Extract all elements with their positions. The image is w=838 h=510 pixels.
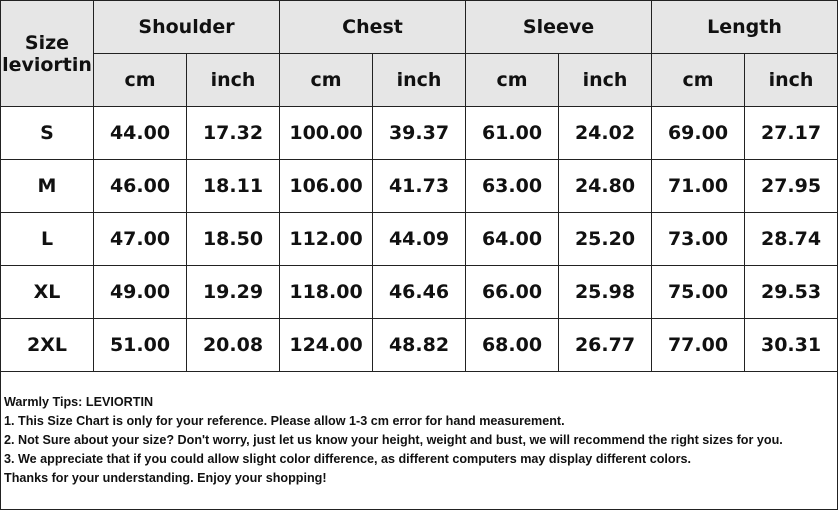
data-row: 2XL 51.00 20.08 124.00 48.82 68.00 26.77 77.00 3…: [0, 318, 838, 372]
unit-header: inch: [372, 53, 467, 107]
value-cell: 49.00: [93, 265, 187, 319]
size-header-text: leviortin: [2, 53, 92, 76]
value-cell: 77.00: [651, 318, 746, 372]
value-cell: 26.77: [558, 318, 653, 372]
value-cell: 106.00: [279, 159, 374, 213]
value-cell: 71.00: [651, 159, 746, 213]
data-row: S 44.00 17.32 100.00 39.37 61.00 24.02 69.00 27.…: [0, 106, 838, 160]
group-header: Shoulder: [92, 0, 281, 54]
data-row: L 47.00 18.50 112.00 44.09 64.00 25.20 73.00 28.…: [0, 212, 838, 266]
value-cell: 28.74: [744, 212, 838, 266]
value-cell: 100.00: [279, 106, 374, 160]
value-cell: 61.00: [465, 106, 560, 160]
value-cell: 112.00: [279, 212, 374, 266]
value-cell: 47.00: [93, 212, 187, 266]
value-cell: 124.00: [279, 318, 374, 372]
value-cell: 30.31: [744, 318, 838, 372]
note-line: Warmly Tips: LEVIORTIN: [4, 395, 154, 409]
unit-header: cm: [93, 53, 187, 107]
value-cell: 73.00: [651, 212, 746, 266]
value-cell: 18.11: [185, 159, 281, 213]
value-cell: 27.95: [744, 159, 838, 213]
unit-header: inch: [558, 53, 653, 107]
group-header: Chest: [279, 0, 467, 54]
unit-header: cm: [465, 53, 560, 107]
data-row: M 46.00 18.11 106.00 41.73 63.00 24.80 71.00 27.…: [0, 159, 838, 213]
value-cell: 63.00: [465, 159, 560, 213]
unit-header: cm: [279, 53, 374, 107]
value-cell: 44.00: [93, 106, 187, 160]
notes: Warmly Tips: LEVIORTIN 1. This Size Chart…: [0, 371, 838, 510]
value-cell: 24.02: [558, 106, 653, 160]
value-cell: 25.20: [558, 212, 653, 266]
unit-row: cm inch cm inch cm inch cm inch: [1, 53, 838, 107]
value-cell: 18.50: [185, 212, 281, 266]
size-cell: L: [0, 212, 94, 266]
value-cell: 44.09: [372, 212, 467, 266]
value-cell: 48.82: [372, 318, 467, 372]
header-row: Size leviortin Shoulder Chest Sleeve Length: [0, 0, 838, 107]
value-cell: 69.00: [651, 106, 746, 160]
value-cell: 29.53: [744, 265, 838, 319]
note-line: 3. We appreciate that if you could allow…: [4, 452, 691, 466]
size-table: Size leviortin Shoulder Chest Sleeve Length cm…: [0, 0, 838, 372]
data-row: XL 49.00 19.29 118.00 46.46 66.00 25.98 75.00 29…: [0, 265, 838, 319]
value-cell: 46.00: [93, 159, 187, 213]
value-cell: 39.37: [372, 106, 467, 160]
value-cell: 64.00: [465, 212, 560, 266]
unit-header: inch: [744, 53, 838, 107]
note-line: 1. This Size Chart is only for your refe…: [4, 414, 565, 428]
value-cell: 24.80: [558, 159, 653, 213]
group-header: Length: [651, 0, 838, 54]
value-cell: 68.00: [465, 318, 560, 372]
unit-header: inch: [185, 53, 281, 107]
value-cell: 20.08: [185, 318, 281, 372]
size-header-text: Size: [24, 31, 70, 54]
size-cell: S: [0, 106, 94, 160]
value-cell: 41.73: [372, 159, 467, 213]
size-cell: M: [0, 159, 94, 213]
note-line: Thanks for your understanding. Enjoy you…: [4, 471, 327, 485]
value-cell: 118.00: [279, 265, 374, 319]
value-cell: 27.17: [744, 106, 838, 160]
note-line: 2. Not Sure about your size? Don't worry…: [4, 433, 783, 447]
value-cell: 51.00: [93, 318, 187, 372]
value-cell: 46.46: [372, 265, 467, 319]
size-cell: 2XL: [0, 318, 94, 372]
group-header: Sleeve: [465, 0, 653, 54]
value-cell: 19.29: [185, 265, 281, 319]
size-cell: XL: [0, 265, 94, 319]
size-header: Size leviortin: [0, 0, 94, 107]
unit-header: cm: [651, 53, 746, 107]
value-cell: 25.98: [558, 265, 653, 319]
value-cell: 75.00: [651, 265, 746, 319]
value-cell: 17.32: [185, 106, 281, 160]
value-cell: 66.00: [465, 265, 560, 319]
